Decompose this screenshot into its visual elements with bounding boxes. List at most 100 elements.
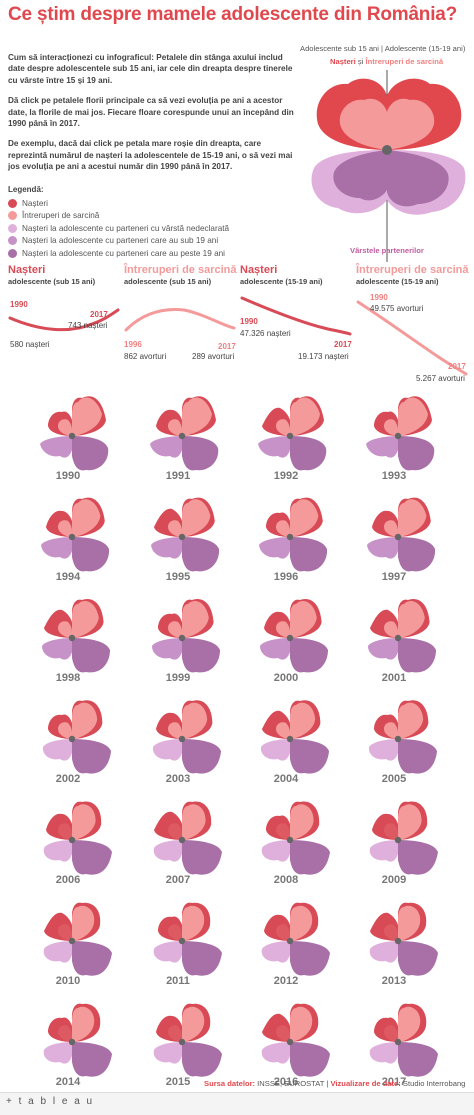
year-flower[interactable] [144, 794, 224, 887]
year-flower-svg[interactable] [252, 491, 332, 579]
petal-abortions-left[interactable] [384, 924, 398, 941]
petal-abortions-right[interactable] [72, 601, 99, 638]
petal-births-left[interactable] [370, 912, 398, 941]
petal-abortions-left[interactable] [384, 823, 398, 840]
year-flower-svg[interactable] [144, 693, 224, 781]
petal-abortions-right[interactable] [398, 905, 421, 941]
year-flower-svg[interactable] [34, 592, 114, 680]
petal-partners-left[interactable] [369, 1042, 398, 1064]
petal-partners-right[interactable] [182, 436, 219, 471]
year-flower[interactable] [252, 390, 332, 483]
petal-partners-left[interactable] [43, 840, 72, 862]
petal-abortions-left[interactable] [58, 621, 72, 638]
petal-abortions-left[interactable] [58, 520, 72, 537]
petal-births-left[interactable] [156, 1015, 182, 1042]
year-flower-svg[interactable] [360, 996, 440, 1084]
petal-partners-left[interactable] [258, 436, 290, 458]
petal-births-left[interactable] [264, 914, 290, 941]
petal-abortions-left[interactable] [58, 823, 72, 840]
year-flower[interactable] [144, 693, 224, 786]
petal-partners-left[interactable] [261, 1042, 290, 1064]
year-flower-svg[interactable] [360, 794, 440, 882]
petal-partners-left[interactable] [369, 840, 398, 862]
petal-abortions-right[interactable] [182, 499, 211, 537]
petal-abortions-left[interactable] [276, 520, 290, 537]
petal-abortions-right[interactable] [290, 397, 320, 436]
year-flower-svg[interactable] [252, 794, 332, 882]
petal-abortions-left[interactable] [384, 722, 398, 739]
petal-partners-left[interactable] [40, 436, 72, 458]
year-flower[interactable] [34, 794, 114, 887]
petal-partners-right[interactable] [398, 537, 436, 572]
petal-abortions-right[interactable] [398, 601, 425, 638]
petal-births-left[interactable] [158, 916, 182, 941]
petal-births-left[interactable] [48, 1017, 72, 1042]
petal-abortions-right[interactable] [72, 804, 96, 840]
year-flower[interactable] [34, 592, 114, 685]
year-flower-svg[interactable] [144, 491, 224, 579]
petal-abortions-left[interactable] [58, 722, 72, 739]
main-flower[interactable] [304, 66, 472, 266]
year-flower[interactable] [34, 390, 114, 483]
petal-partners-right[interactable] [398, 1042, 438, 1077]
petal-births-left[interactable] [266, 815, 290, 840]
petal-abortions-right[interactable] [182, 905, 205, 941]
petal-partners-left[interactable] [152, 739, 182, 761]
petal-abortions-left[interactable] [339, 98, 387, 150]
petal-births-left[interactable] [44, 912, 72, 941]
year-flower[interactable] [144, 390, 224, 483]
petal-abortions-left[interactable] [276, 621, 290, 638]
petal-abortions-right[interactable] [72, 1006, 95, 1042]
petal-partners-left[interactable] [153, 1042, 182, 1064]
petal-abortions-left[interactable] [58, 1025, 72, 1042]
petal-abortions-left[interactable] [276, 722, 290, 739]
petal-abortions-right[interactable] [72, 397, 102, 436]
petal-partners-right[interactable] [182, 840, 222, 875]
petal-partners-right[interactable] [182, 941, 222, 976]
petal-abortions-right[interactable] [290, 601, 317, 638]
petal-partners-left[interactable] [43, 1042, 72, 1064]
year-flower-svg[interactable] [34, 794, 114, 882]
petal-abortions-right[interactable] [72, 905, 95, 941]
petal-partners-right[interactable] [290, 1042, 330, 1077]
year-flower[interactable] [252, 693, 332, 786]
petal-abortions-left[interactable] [168, 823, 182, 840]
petal-abortions-left[interactable] [276, 823, 290, 840]
year-flower[interactable] [360, 390, 440, 483]
year-flower[interactable] [360, 895, 440, 988]
year-flower-svg[interactable] [360, 895, 440, 983]
petal-abortions-right[interactable] [182, 804, 206, 840]
petal-partners-right[interactable] [72, 436, 109, 471]
year-flower[interactable] [34, 693, 114, 786]
year-flower-svg[interactable] [360, 491, 440, 579]
petal-partners-right-main[interactable] [387, 150, 449, 207]
petal-abortions-right[interactable] [182, 397, 212, 436]
petal-abortions-right[interactable] [398, 499, 427, 537]
year-flower[interactable] [144, 895, 224, 988]
petal-partners-right[interactable] [290, 739, 329, 774]
petal-partners-left[interactable] [367, 537, 398, 559]
petal-partners-right[interactable] [290, 537, 328, 572]
petal-abortions-right[interactable] [182, 601, 209, 638]
petal-abortions-left[interactable] [276, 1025, 290, 1042]
petal-partners-right[interactable] [72, 1042, 112, 1077]
petal-abortions-left[interactable] [384, 419, 398, 436]
petal-partners-right[interactable] [72, 537, 110, 572]
petal-abortions-left[interactable] [168, 621, 182, 638]
petal-abortions-left[interactable] [58, 924, 72, 941]
petal-partners-left[interactable] [42, 739, 72, 761]
petal-partners-left[interactable] [366, 436, 398, 458]
year-flower[interactable] [252, 592, 332, 685]
year-flower-svg[interactable] [144, 592, 224, 680]
petal-abortions-left[interactable] [168, 1025, 182, 1042]
petal-abortions-left[interactable] [168, 520, 182, 537]
petal-partners-left[interactable] [153, 840, 182, 862]
petal-abortions-right[interactable] [398, 397, 428, 436]
year-flower[interactable] [252, 996, 332, 1089]
year-flower-svg[interactable] [34, 693, 114, 781]
petal-abortions-right[interactable] [182, 1006, 205, 1042]
petal-abortions-right[interactable] [290, 499, 319, 537]
petal-partners-left[interactable] [369, 941, 398, 963]
petal-partners-left[interactable] [152, 638, 182, 660]
petal-partners-right[interactable] [72, 638, 110, 673]
